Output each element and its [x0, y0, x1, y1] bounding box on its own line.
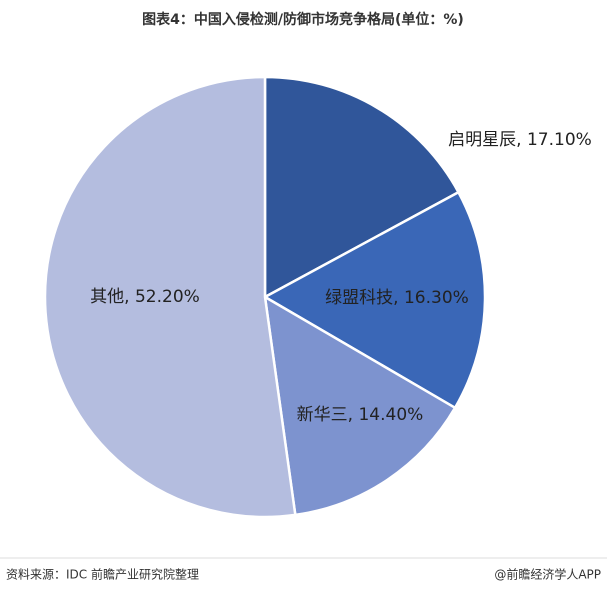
pie-slice	[262, 190, 487, 410]
data-label: 新华三, 14.40%	[297, 405, 424, 425]
pie-slice	[263, 75, 461, 300]
data-label: 绿盟科技, 16.30%	[325, 288, 469, 308]
source: 资料来源：IDC 前瞻产业研究院整理	[6, 567, 199, 582]
data-label: 其他, 52.20%	[90, 287, 200, 307]
pie	[43, 75, 487, 519]
chart-title: 图表4：中国入侵检测/防御市场竞争格局(单位：%)	[142, 11, 464, 28]
data-label: 启明星辰, 17.10%	[448, 130, 592, 150]
credit: @前瞻经济学人APP	[494, 567, 601, 582]
pie-slice	[43, 75, 297, 519]
pie-slice	[263, 294, 457, 517]
